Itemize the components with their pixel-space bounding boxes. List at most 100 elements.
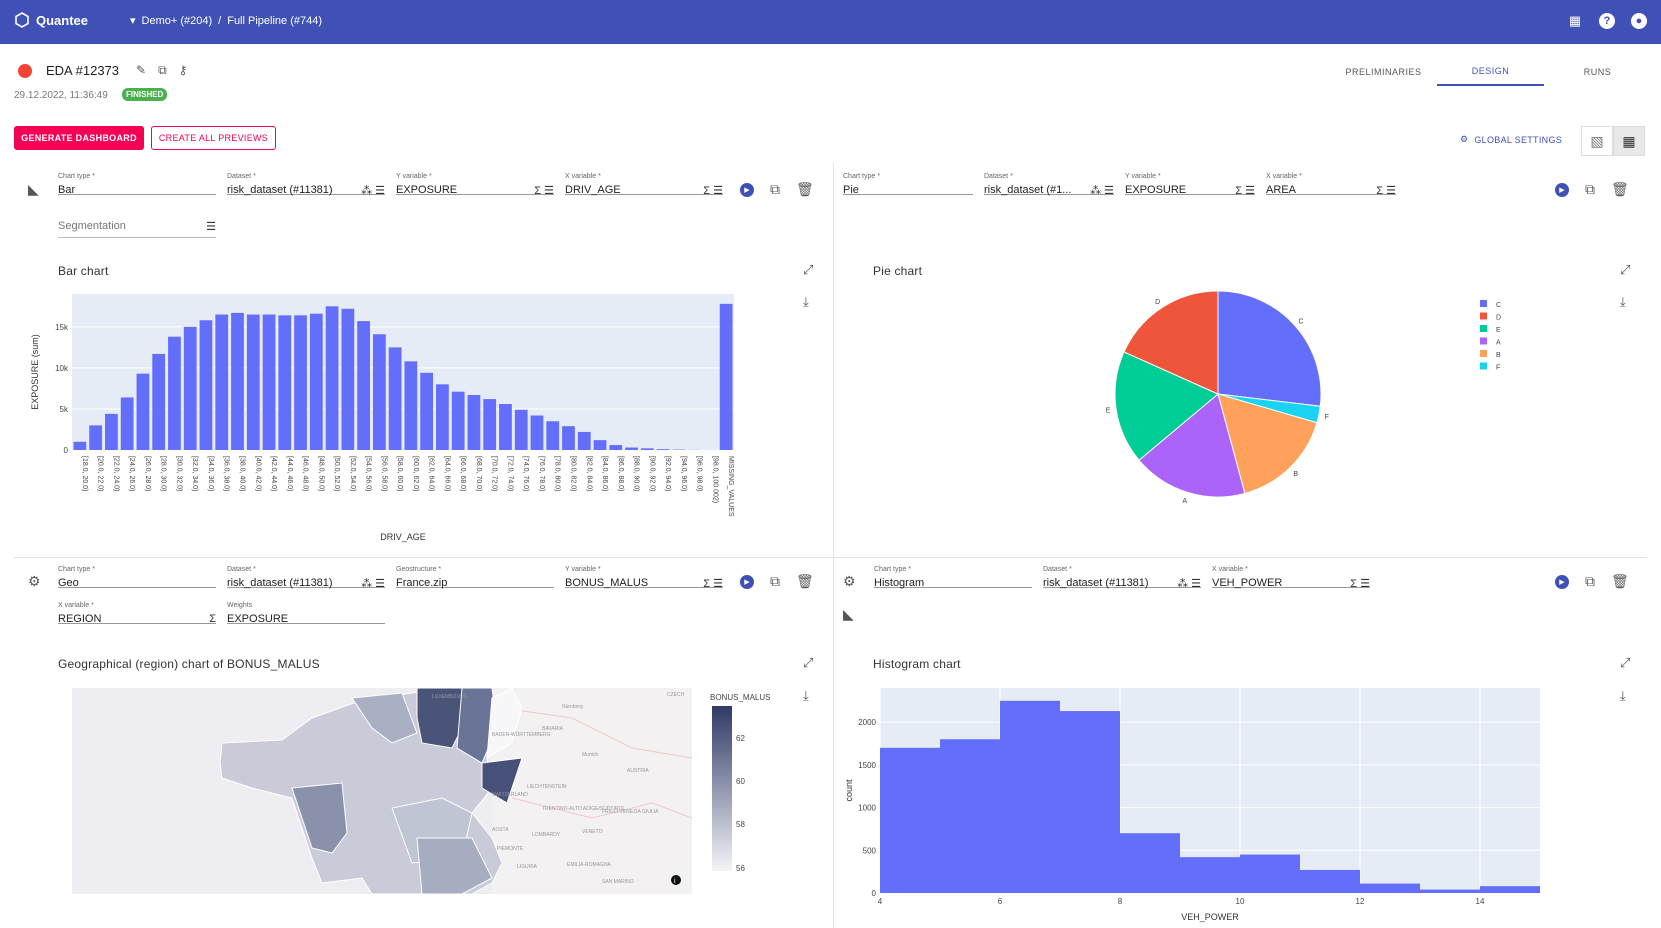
- gear-icon[interactable]: ⚙: [843, 573, 856, 589]
- expand-icon[interactable]: ⤢: [1620, 262, 1631, 277]
- svg-text:LIGURIA: LIGURIA: [517, 864, 538, 870]
- svg-text:FRIULI-VENEZIA GIULIA: FRIULI-VENEZIA GIULIA: [602, 809, 659, 815]
- chart-type-select[interactable]: Chart type * Pie: [843, 163, 973, 196]
- x-tick-label: [40.0, 42.0): [254, 456, 261, 491]
- download-icon[interactable]: ⤓: [1620, 294, 1626, 309]
- dataset-select[interactable]: Dataset * risk_dataset (#11381) ⁂ ☰: [227, 163, 385, 197]
- key-icon[interactable]: ⚷: [178, 63, 188, 77]
- chart-type-select[interactable]: Chart type * Bar: [58, 163, 216, 196]
- download-icon[interactable]: ⤓: [803, 688, 809, 703]
- breadcrumb-pipeline[interactable]: Full Pipeline (#744): [227, 14, 322, 27]
- pie-slice: [1217, 290, 1322, 407]
- y-variable-select[interactable]: Y variable * EXPOSURE Σ ☰: [1125, 163, 1255, 197]
- slice-label: A: [1182, 498, 1187, 505]
- expand-icon[interactable]: ⤢: [803, 262, 814, 277]
- x-variable-select[interactable]: X variable * AREA Σ ☰: [1266, 163, 1396, 197]
- dataset-select[interactable]: Dataset * risk_dataset (#1... ⁂ ☰: [984, 163, 1114, 197]
- copy-icon[interactable]: ⧉: [158, 63, 167, 77]
- tab-runs[interactable]: RUNS: [1583, 67, 1612, 77]
- y-variable-select[interactable]: Y variable * EXPOSURE Σ ☰: [396, 163, 554, 197]
- delete-icon[interactable]: 🗑: [796, 573, 814, 589]
- gear-icon[interactable]: ⚙: [28, 573, 41, 589]
- chart-title: Bar chart: [58, 264, 109, 278]
- bar: [152, 353, 166, 450]
- delete-icon[interactable]: 🗑: [796, 181, 814, 197]
- x-tick-label: [98.0, 100.002): [711, 456, 718, 503]
- duplicate-icon[interactable]: ⧉: [770, 181, 780, 197]
- delete-icon[interactable]: 🗑: [1611, 573, 1629, 589]
- y-tick-label: 5k: [60, 405, 69, 414]
- x-variable-select[interactable]: X variable * REGION Σ: [58, 592, 216, 625]
- run-icon[interactable]: ▶: [740, 574, 754, 589]
- run-icon[interactable]: ▶: [1555, 574, 1569, 589]
- histogram-bar: [1180, 857, 1240, 893]
- expand-icon[interactable]: ⤢: [803, 655, 814, 670]
- app-logo[interactable]: Quantee: [14, 12, 88, 28]
- tab-preliminaries[interactable]: PRELIMINARIES: [1345, 67, 1422, 77]
- x-variable-select[interactable]: X variable * VEH_POWER Σ ☰: [1212, 556, 1370, 590]
- info-icon[interactable]: [671, 875, 681, 885]
- x-tick-label: [68.0, 70.0): [475, 456, 482, 491]
- dataset-select[interactable]: Dataset * risk_dataset (#11381) ⁂ ☰: [227, 556, 385, 590]
- geostructure-select[interactable]: Geostructure * France.zip: [396, 556, 554, 589]
- sigma-icon: Σ ☰: [1350, 578, 1370, 590]
- bar: [546, 421, 560, 450]
- create-all-previews-button[interactable]: CREATE ALL PREVIEWS: [151, 126, 276, 150]
- segmentation-select[interactable]: Segmentation ☰: [58, 206, 216, 238]
- tab-design[interactable]: DESIGN: [1437, 58, 1544, 86]
- layout-grid-icon[interactable]: ▦: [1613, 126, 1645, 156]
- duplicate-icon[interactable]: ⧉: [770, 573, 780, 589]
- weights-select[interactable]: Weights EXPOSURE: [227, 592, 385, 625]
- sigma-icon: Σ ☰: [1235, 185, 1255, 197]
- generate-dashboard-button[interactable]: GENERATE DASHBOARD: [14, 126, 144, 150]
- download-icon[interactable]: ⤓: [1620, 688, 1626, 703]
- histogram-plot: 0 500 1000 1500 2000 4 6 8 10 12 14 VEH_POWER count: [844, 688, 1540, 922]
- chart-type-select[interactable]: Chart type * Histogram: [874, 556, 1032, 589]
- dataset-select[interactable]: Dataset * risk_dataset (#11381) ⁂ ☰: [1043, 556, 1201, 590]
- tab-bar: PRELIMINARIES DESIGN RUNS: [1330, 58, 1651, 86]
- x-tick-label: [84.0, 86.0): [601, 456, 608, 491]
- y-axis-title: count: [844, 779, 854, 802]
- x-tick-label: [92.0, 94.0): [664, 456, 671, 491]
- download-icon[interactable]: ⤓: [803, 294, 809, 309]
- slice-label: D: [1155, 299, 1160, 306]
- apps-grid-icon[interactable]: ▦: [1568, 13, 1582, 28]
- svg-text:SAN MARINO: SAN MARINO: [602, 879, 634, 885]
- help-icon[interactable]: ?: [1599, 13, 1615, 29]
- global-settings-button[interactable]: ⚙ GLOBAL SETTINGS: [1460, 134, 1562, 145]
- expand-icon[interactable]: ⤢: [1620, 655, 1631, 670]
- status-dot: [18, 64, 32, 78]
- app-name: Quantee: [36, 12, 89, 28]
- colorbar-gradient: [712, 706, 732, 871]
- breadcrumb-separator: /: [218, 14, 222, 27]
- run-icon[interactable]: ▶: [1555, 182, 1569, 197]
- x-tick-label: [60.0, 62.0): [412, 456, 419, 491]
- bar: [609, 445, 623, 450]
- bar: [436, 384, 449, 450]
- bar-chart-plot: 0 5k 10k 15k [18.0, 20.0) [20.0, 22.0) [22.0, …: [30, 294, 734, 542]
- svg-text:TRENTINO-ALTO ADIGE/SÜDTIROL: TRENTINO-ALTO ADIGE/SÜDTIROL: [542, 805, 625, 812]
- svg-text:Nürnberg: Nürnberg: [562, 704, 583, 710]
- run-icon[interactable]: ▶: [740, 182, 754, 197]
- y-tick-label: 15k: [55, 323, 69, 332]
- x-variable-select[interactable]: X variable * DRIV_AGE Σ ☰: [565, 163, 723, 197]
- duplicate-icon[interactable]: ⧉: [1585, 181, 1595, 197]
- duplicate-icon[interactable]: ⧉: [1585, 573, 1595, 589]
- dropdown-arrow-icon[interactable]: ▾: [130, 15, 136, 27]
- legend-label: C: [1496, 302, 1501, 309]
- svg-text:LIECHTENSTEIN: LIECHTENSTEIN: [527, 784, 567, 790]
- y-variable-select[interactable]: Y variable * BONUS_MALUS Σ ☰: [565, 556, 723, 590]
- global-settings-label: GLOBAL SETTINGS: [1474, 134, 1563, 145]
- settings-lines-icon: ☰: [206, 221, 216, 233]
- page-title: EDA #12373: [46, 63, 120, 78]
- x-tick-label: [96.0, 98.0): [696, 456, 703, 491]
- breadcrumb: ▾ Demo+ (#204) / Full Pipeline (#744): [130, 14, 322, 28]
- geo-map[interactable]: LUXEMBOURG BAVARIA BADEN-WÜRTTEMBERG CZE…: [72, 688, 692, 894]
- edit-icon[interactable]: ✎: [136, 63, 147, 77]
- delete-icon[interactable]: 🗑: [1611, 181, 1629, 197]
- layout-single-icon[interactable]: ▧: [1581, 126, 1613, 156]
- breadcrumb-project[interactable]: Demo+ (#204): [141, 14, 213, 27]
- x-tick-label: [24.0, 26.0): [128, 456, 135, 491]
- chart-type-select[interactable]: Chart type * Geo: [58, 556, 216, 589]
- account-icon[interactable]: ●: [1631, 13, 1647, 29]
